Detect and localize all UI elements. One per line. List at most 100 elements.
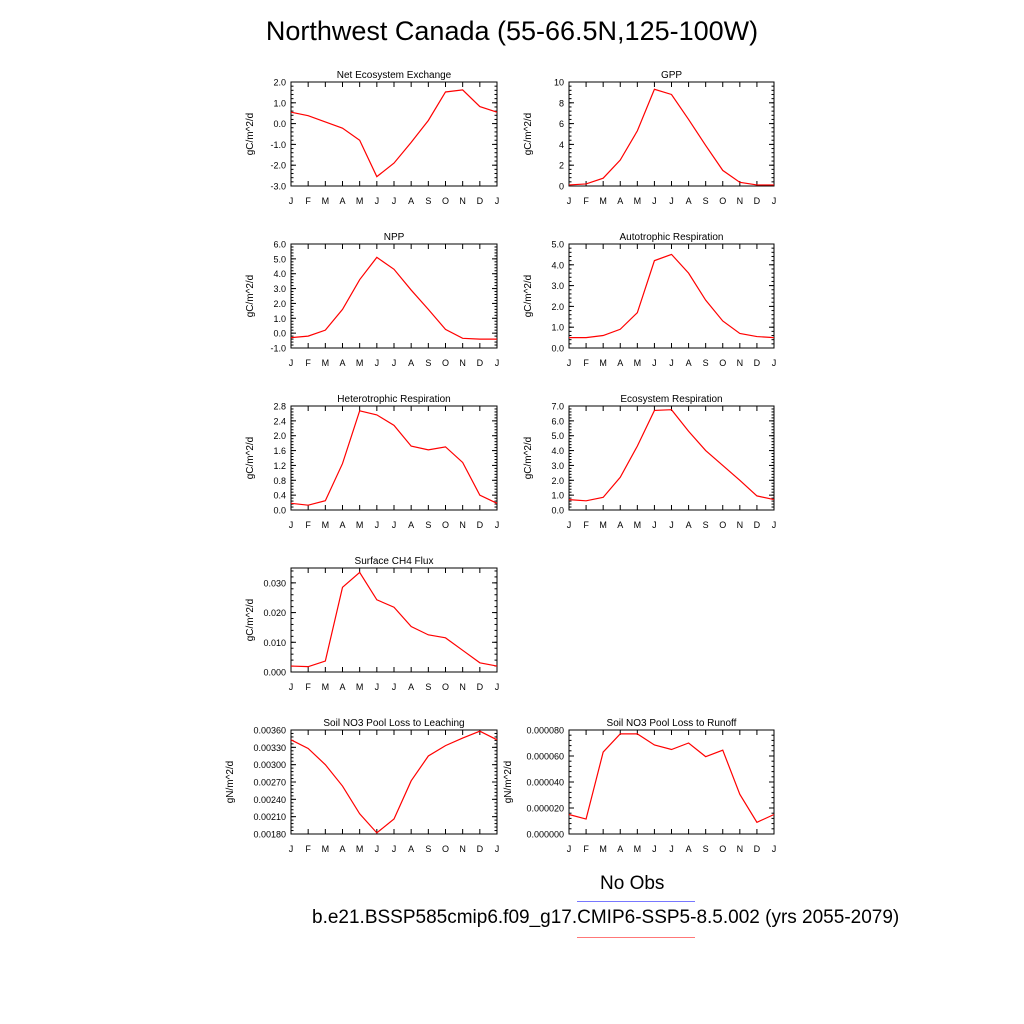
x-tick-label: O <box>442 520 449 530</box>
plot-frame <box>568 729 775 835</box>
y-tick-label: 1.0 <box>551 323 564 333</box>
y-tick-label: 8 <box>559 98 564 108</box>
x-tick-label: A <box>339 682 345 692</box>
x-tick-label: M <box>599 196 607 206</box>
x-tick-label: D <box>477 196 484 206</box>
x-tick-label: A <box>686 196 692 206</box>
x-tick-label: J <box>652 520 657 530</box>
y-tick-label: 6 <box>559 119 564 129</box>
y-tick-label: 7.0 <box>551 402 564 412</box>
x-tick-label: D <box>754 844 761 854</box>
x-tick-label: O <box>442 358 449 368</box>
y-tick-label: 0.000000 <box>526 830 564 840</box>
x-tick-label: M <box>356 682 364 692</box>
y-tick-label: 4 <box>559 140 564 150</box>
y-tick-label: 2.0 <box>551 302 564 312</box>
y-tick-label: 4.0 <box>551 446 564 456</box>
y-tick-label: 2.0 <box>273 431 286 441</box>
x-tick-label: J <box>289 358 294 368</box>
legend-case-label: b.e21.BSSP585cmip6.f09_g17.CMIP6-SSP5-8.… <box>312 907 900 928</box>
x-tick-label: A <box>408 358 414 368</box>
x-tick-label: J <box>495 358 500 368</box>
series-line <box>290 571 498 668</box>
page-title: Northwest Canada (55-66.5N,125-100W) <box>265 16 759 46</box>
y-tick-label: 1.2 <box>273 461 286 471</box>
series-line <box>290 89 498 178</box>
x-tick-label: J <box>669 844 674 854</box>
x-tick-label: F <box>305 520 311 530</box>
panel-title: NPP <box>384 232 405 243</box>
x-tick-label: M <box>599 520 607 530</box>
x-tick-label: A <box>339 358 345 368</box>
y-tick-label: 0.00210 <box>253 812 286 822</box>
x-tick-label: M <box>356 196 364 206</box>
x-tick-label: S <box>703 520 709 530</box>
y-tick-label: 0.00270 <box>253 778 286 788</box>
x-tick-label: A <box>408 196 414 206</box>
x-tick-label: J <box>375 520 380 530</box>
legend-obs-line <box>577 901 695 902</box>
x-tick-label: J <box>289 196 294 206</box>
x-tick-label: A <box>339 196 345 206</box>
y-tick-label: 1.0 <box>273 314 286 324</box>
series-line <box>569 253 775 339</box>
plot-frame <box>568 405 775 511</box>
y-tick-label: 0 <box>559 182 564 192</box>
x-tick-label: J <box>652 196 657 206</box>
panel-title: GPP <box>661 70 682 81</box>
x-tick-label: A <box>339 520 345 530</box>
y-tick-label: 2.0 <box>273 299 286 309</box>
plot-frame <box>290 243 498 349</box>
y-tick-label: 1.0 <box>551 491 564 501</box>
x-tick-label: J <box>652 844 657 854</box>
x-tick-label: J <box>772 358 777 368</box>
x-tick-label: F <box>583 520 589 530</box>
x-tick-label: M <box>322 844 330 854</box>
plot-frame <box>290 405 498 511</box>
y-axis-label: gN/m^2/d <box>225 761 236 804</box>
y-tick-label: 10 <box>554 78 564 88</box>
x-tick-label: D <box>477 682 484 692</box>
x-tick-label: S <box>425 682 431 692</box>
chart-panel-4: J F M A M J J A S O N D J0.01.02.03.04.05.0Autotroph… <box>523 232 776 368</box>
x-tick-label: N <box>737 520 744 530</box>
x-tick-label: A <box>686 358 692 368</box>
x-tick-label: M <box>322 682 330 692</box>
chart-panel-3: J F M A M J J A S O N D J-1.00.01.02.03.04.05.06.0NP… <box>245 232 499 368</box>
x-tick-label: J <box>392 682 397 692</box>
y-tick-label: -3.0 <box>270 182 286 192</box>
x-tick-label: M <box>356 844 364 854</box>
x-tick-label: J <box>567 520 572 530</box>
x-tick-label: F <box>305 358 311 368</box>
x-tick-label: N <box>459 358 466 368</box>
series-line <box>568 88 774 186</box>
x-tick-label: A <box>617 358 623 368</box>
series-line <box>290 256 497 340</box>
y-tick-label: 0.000060 <box>526 752 564 762</box>
y-tick-label: 0.000020 <box>526 804 564 814</box>
panel-title: Ecosystem Respiration <box>620 394 722 405</box>
y-tick-label: 0.00360 <box>253 726 286 736</box>
x-tick-label: J <box>495 196 500 206</box>
x-tick-label: F <box>305 844 311 854</box>
x-tick-label: N <box>459 844 466 854</box>
x-tick-label: D <box>477 844 484 854</box>
x-tick-label: M <box>322 520 330 530</box>
y-tick-label: 2.0 <box>273 78 286 88</box>
x-tick-label: F <box>305 682 311 692</box>
x-tick-label: D <box>477 358 484 368</box>
y-tick-label: 0.0 <box>551 506 564 516</box>
y-tick-label: 3.0 <box>551 281 564 291</box>
panel-title: Soil NO3 Pool Loss to Leaching <box>323 718 464 729</box>
y-tick-label: -2.0 <box>270 161 286 171</box>
y-tick-label: 1.0 <box>273 98 286 108</box>
y-tick-label: 4.0 <box>273 269 286 279</box>
x-tick-label: F <box>305 196 311 206</box>
x-tick-label: A <box>339 844 345 854</box>
y-tick-label: 1.6 <box>273 446 286 456</box>
x-tick-label: O <box>719 520 726 530</box>
y-tick-label: 0.8 <box>273 476 286 486</box>
x-tick-label: J <box>669 520 674 530</box>
x-tick-label: D <box>754 520 761 530</box>
